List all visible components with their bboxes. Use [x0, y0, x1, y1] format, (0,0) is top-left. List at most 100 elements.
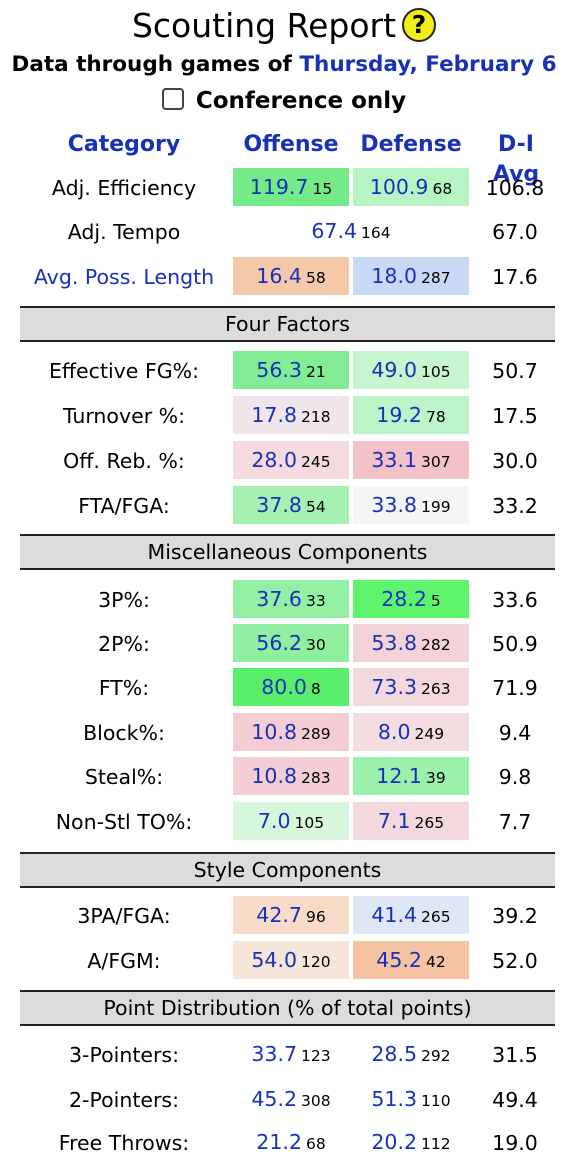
stat-label: Free Throws: — [58, 1131, 190, 1155]
stat-label: Adj. Efficiency — [51, 176, 197, 200]
d1-average: 39.2 — [492, 904, 538, 928]
offense-cell: 42.7 96 — [233, 896, 349, 934]
report-title-row: Scouting Report? — [0, 6, 568, 46]
section-style-components: Style Components — [20, 852, 555, 888]
defense-value: 45.2 — [376, 948, 422, 972]
conference-only-label: Conference only — [195, 88, 407, 114]
defense-value: 51.3 — [371, 1087, 418, 1111]
defense-cell: 53.8 282 — [353, 624, 469, 662]
offense-rank: 33 — [305, 592, 326, 610]
offense-value: 37.6 — [256, 587, 302, 611]
offense-value: 54.0 — [251, 948, 298, 972]
d1-average: 67.0 — [492, 220, 538, 244]
defense-value: 49.0 — [371, 358, 418, 382]
defense-rank: 292 — [421, 1047, 451, 1065]
defense-rank: 105 — [421, 363, 451, 381]
defense-cell: 18.0 287 — [353, 257, 469, 295]
defense-cell: 33.1 307 — [353, 441, 469, 479]
stat-row: 3PA/FGA: 42.7 96 41.4 265 39.2 — [0, 896, 568, 936]
offense-cell: 119.7 15 — [233, 168, 349, 206]
offense-rank: 283 — [301, 769, 331, 787]
tempo-rank: 164 — [361, 224, 391, 242]
defense-cell: 41.4 265 — [353, 896, 469, 934]
d1-average: 33.2 — [492, 494, 538, 518]
avg-poss-length-link[interactable]: Avg. Poss. Length — [33, 265, 215, 289]
defense-cell: 20.2 112 — [353, 1123, 469, 1161]
offense-cell: 56.2 30 — [233, 624, 349, 662]
offense-rank: 68 — [305, 1135, 326, 1153]
defense-rank: 110 — [421, 1092, 451, 1110]
defense-cell: 73.3 263 — [353, 668, 469, 706]
defense-value: 8.0 — [377, 720, 411, 744]
stat-label: A/FGM: — [87, 949, 161, 973]
defense-value: 28.2 — [381, 587, 427, 611]
section-misc-components: Miscellaneous Components — [20, 534, 555, 570]
offense-rank: 308 — [301, 1092, 331, 1110]
data-through-line: Data through games of Thursday, February… — [0, 52, 568, 77]
offense-value: 17.8 — [251, 403, 298, 427]
offense-value: 56.3 — [256, 358, 302, 382]
offense-value: 7.0 — [257, 809, 291, 833]
stat-row: Non-Stl TO%: 7.0 105 7.1 265 7.7 — [0, 802, 568, 842]
d1-average: 17.5 — [492, 404, 538, 428]
offense-rank: 120 — [301, 953, 331, 971]
stat-row: 2-Pointers: 45.2 308 51.3 110 49.4 — [0, 1080, 568, 1120]
header-defense[interactable]: Defense — [360, 132, 462, 157]
stat-label: Off. Reb. %: — [63, 449, 185, 473]
offense-cell: 10.8 283 — [233, 757, 349, 795]
defense-rank: 282 — [421, 636, 451, 654]
d1-average: 17.6 — [492, 265, 538, 289]
stat-label: Block%: — [83, 721, 165, 745]
offense-cell: 7.0 105 — [233, 802, 349, 840]
offense-cell: 28.0 245 — [233, 441, 349, 479]
stat-label: FT%: — [98, 676, 150, 700]
offense-rank: 245 — [301, 453, 331, 471]
stat-label: Adj. Tempo — [67, 220, 181, 244]
d1-average: 52.0 — [492, 949, 538, 973]
offense-cell: 54.0 120 — [233, 941, 349, 979]
section-point-distribution: Point Distribution (% of total points) — [20, 990, 555, 1026]
d1-average: 9.8 — [498, 765, 532, 789]
offense-cell: 10.8 289 — [233, 713, 349, 751]
offense-cell: 37.8 54 — [233, 486, 349, 524]
defense-rank: 307 — [421, 453, 451, 471]
offense-rank: 8 — [310, 680, 321, 698]
defense-cell: 45.2 42 — [353, 941, 469, 979]
help-icon[interactable]: ? — [402, 8, 437, 42]
offense-value: 42.7 — [256, 903, 302, 927]
conference-only-toggle[interactable]: Conference only — [0, 88, 568, 114]
defense-value: 28.5 — [371, 1042, 418, 1066]
stat-row: FT%: 80.0 8 73.3 263 71.9 — [0, 668, 568, 708]
conference-only-checkbox[interactable] — [161, 88, 184, 110]
offense-cell: 45.2 308 — [233, 1080, 349, 1118]
stat-label: 3-Pointers: — [69, 1043, 179, 1067]
stat-row: Adj. Tempo 67.4 164 67.0 — [0, 212, 568, 252]
defense-cell: 51.3 110 — [353, 1080, 469, 1118]
defense-cell: 19.2 78 — [353, 396, 469, 434]
defense-cell: 100.9 68 — [353, 168, 469, 206]
d1-average: 30.0 — [492, 449, 538, 473]
stat-row: Steal%: 10.8 283 12.1 39 9.8 — [0, 757, 568, 797]
stat-row: Free Throws: 21.2 68 20.2 112 19.0 — [0, 1123, 568, 1163]
defense-value: 20.2 — [371, 1130, 418, 1154]
defense-rank: 287 — [421, 269, 451, 287]
defense-value: 18.0 — [371, 264, 418, 288]
offense-rank: 21 — [305, 363, 326, 381]
offense-value: 33.7 — [251, 1042, 298, 1066]
header-di-avg[interactable]: D-I Avg — [492, 132, 540, 187]
stat-row: Avg. Poss. Length 16.4 58 18.0 287 17.6 — [0, 257, 568, 297]
defense-rank: 249 — [414, 725, 445, 743]
offense-value: 10.8 — [251, 764, 298, 788]
stat-row: Effective FG%: 56.3 21 49.0 105 50.7 — [0, 351, 568, 391]
header-category[interactable]: Category — [67, 132, 181, 157]
defense-cell: 7.1 265 — [353, 802, 469, 840]
offense-cell: 21.2 68 — [233, 1123, 349, 1161]
header-offense[interactable]: Offense — [243, 132, 339, 157]
offense-cell: 37.6 33 — [233, 580, 349, 618]
stat-label: Non-Stl TO%: — [55, 810, 193, 834]
offense-value: 37.8 — [256, 493, 302, 517]
d1-average: 49.4 — [492, 1088, 538, 1112]
data-through-date-link[interactable]: Thursday, February 6 — [299, 52, 557, 77]
offense-cell: 33.7 123 — [233, 1035, 349, 1073]
offense-value: 28.0 — [251, 448, 298, 472]
